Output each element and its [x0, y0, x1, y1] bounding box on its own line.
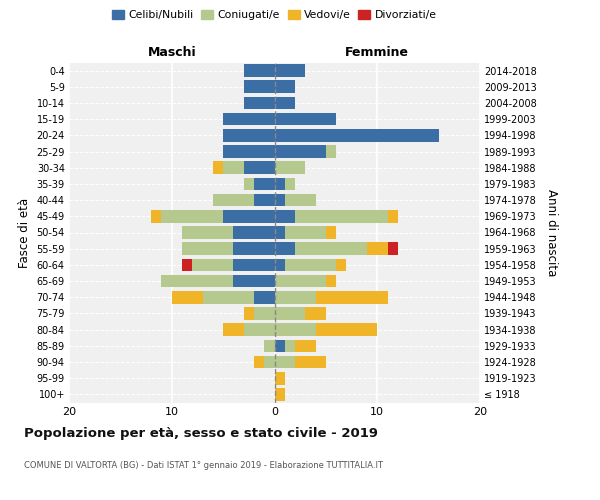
Bar	[244, 96, 275, 110]
Bar	[285, 178, 295, 190]
Bar	[254, 194, 275, 206]
Bar	[223, 210, 275, 222]
Bar	[326, 226, 336, 239]
Bar	[275, 372, 285, 384]
Bar	[223, 113, 275, 126]
Bar	[182, 242, 233, 255]
Bar	[275, 80, 295, 93]
Bar	[295, 210, 388, 222]
Bar	[213, 194, 254, 206]
Bar	[254, 178, 275, 190]
Bar	[275, 194, 285, 206]
Bar	[275, 356, 295, 368]
Legend: Celibi/Nubili, Coniugati/e, Vedovi/e, Divorziati/e: Celibi/Nubili, Coniugati/e, Vedovi/e, Di…	[112, 10, 437, 20]
Bar	[388, 242, 398, 255]
Text: Femmine: Femmine	[345, 46, 409, 60]
Bar	[233, 226, 275, 239]
Bar	[254, 356, 264, 368]
Bar	[172, 291, 203, 304]
Bar	[275, 388, 285, 400]
Bar	[233, 258, 275, 271]
Bar	[275, 162, 305, 174]
Bar	[223, 145, 275, 158]
Bar	[285, 340, 295, 352]
Bar	[275, 210, 295, 222]
Bar	[275, 226, 285, 239]
Bar	[326, 275, 336, 287]
Bar	[305, 307, 326, 320]
Bar	[182, 258, 193, 271]
Bar	[275, 258, 285, 271]
Text: COMUNE DI VALTORTA (BG) - Dati ISTAT 1° gennaio 2019 - Elaborazione TUTTITALIA.I: COMUNE DI VALTORTA (BG) - Dati ISTAT 1° …	[24, 461, 383, 470]
Bar	[264, 356, 275, 368]
Bar	[161, 275, 233, 287]
Bar	[223, 324, 244, 336]
Bar	[244, 80, 275, 93]
Bar	[316, 291, 388, 304]
Bar	[254, 291, 275, 304]
Bar	[326, 145, 336, 158]
Bar	[254, 307, 275, 320]
Y-axis label: Anni di nascita: Anni di nascita	[545, 189, 558, 276]
Bar	[244, 307, 254, 320]
Bar	[275, 324, 316, 336]
Bar	[275, 275, 326, 287]
Bar	[295, 356, 326, 368]
Bar	[367, 242, 388, 255]
Bar	[275, 64, 305, 77]
Bar	[161, 210, 223, 222]
Bar	[275, 96, 295, 110]
Bar	[295, 340, 316, 352]
Bar	[295, 242, 367, 255]
Bar	[182, 226, 233, 239]
Bar	[193, 258, 233, 271]
Bar	[203, 291, 254, 304]
Bar	[285, 194, 316, 206]
Bar	[285, 226, 326, 239]
Bar	[223, 162, 244, 174]
Bar	[233, 242, 275, 255]
Bar	[275, 307, 305, 320]
Bar	[264, 340, 275, 352]
Bar	[151, 210, 161, 222]
Bar	[244, 324, 275, 336]
Bar	[275, 113, 336, 126]
Bar	[336, 258, 346, 271]
Bar	[316, 324, 377, 336]
Bar	[275, 129, 439, 141]
Bar	[233, 275, 275, 287]
Bar	[275, 242, 295, 255]
Bar	[244, 162, 275, 174]
Bar	[275, 178, 285, 190]
Bar	[223, 129, 275, 141]
Bar	[285, 258, 336, 271]
Y-axis label: Fasce di età: Fasce di età	[18, 198, 31, 268]
Bar	[275, 340, 285, 352]
Bar	[275, 145, 326, 158]
Bar	[213, 162, 223, 174]
Bar	[244, 64, 275, 77]
Bar	[244, 178, 254, 190]
Text: Popolazione per età, sesso e stato civile - 2019: Popolazione per età, sesso e stato civil…	[24, 428, 378, 440]
Text: Maschi: Maschi	[148, 46, 196, 60]
Bar	[275, 291, 316, 304]
Bar	[388, 210, 398, 222]
